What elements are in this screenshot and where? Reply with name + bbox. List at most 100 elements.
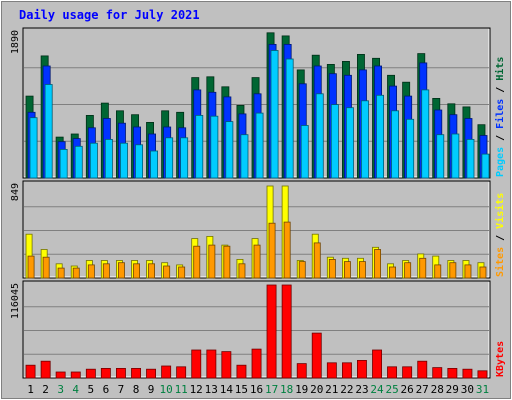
- top-series-pages: [29, 50, 490, 179]
- top-legend-files: Files: [494, 99, 506, 129]
- top-bar-pages-10: [165, 137, 174, 179]
- top-bar-pages-8: [135, 144, 143, 179]
- mid-bar-sites-11: [178, 266, 186, 279]
- mid-bar-sites-30: [464, 264, 472, 279]
- bot-ymax-label: 116045: [10, 283, 21, 319]
- mid-bar-sites-21: [328, 258, 336, 279]
- top-bar-pages-11: [180, 137, 189, 179]
- x-label-day-16: 16: [250, 383, 263, 396]
- x-label-day-24: 24: [370, 383, 384, 396]
- mid-bar-sites-31: [479, 266, 487, 279]
- x-label-day-22: 22: [340, 383, 353, 396]
- bot-bar-kbytes-3: [55, 371, 66, 379]
- x-label-day-1: 1: [27, 383, 34, 396]
- mid-bar-sites-10: [163, 265, 171, 279]
- top-ymax-label: 1890: [10, 30, 21, 54]
- mid-bar-sites-23: [358, 261, 366, 279]
- top-bar-pages-26: [406, 118, 415, 179]
- top-bar-pages-16: [255, 112, 264, 179]
- mid-bar-sites-1: [27, 255, 35, 279]
- top-legend-pages: Pages: [495, 147, 506, 177]
- mid-bar-sites-6: [102, 263, 110, 279]
- top-bar-pages-25: [391, 110, 399, 179]
- top-bar-pages-27: [421, 89, 430, 179]
- x-label-day-10: 10: [159, 383, 172, 396]
- bot-legend: KBytes: [495, 341, 506, 377]
- bot-bar-kbytes-11: [176, 366, 187, 379]
- bot-bar-kbytes-29: [447, 367, 458, 379]
- bot-bar-kbytes-13: [206, 349, 217, 379]
- mid-bar-sites-24: [374, 249, 381, 279]
- bot-bar-kbytes-7: [116, 367, 126, 379]
- bot-bar-kbytes-24: [372, 349, 383, 379]
- bot-series-kbytes: [25, 284, 488, 379]
- bot-bar-kbytes-18: [281, 284, 292, 379]
- legends: Pages / Files / Hits Sites / Visits KBytes: [494, 57, 506, 377]
- top-bar-pages-22: [345, 107, 354, 179]
- top-bar-pages-31: [481, 153, 490, 179]
- bot-bar-kbytes-10: [161, 365, 172, 379]
- mid-bar-sites-27: [419, 257, 427, 279]
- bot-bar-kbytes-9: [146, 368, 157, 379]
- mid-ymax-label: 849: [10, 183, 21, 201]
- bot-bar-kbytes-31: [477, 370, 488, 379]
- x-label-day-7: 7: [118, 383, 125, 396]
- bot-bar-kbytes-6: [100, 367, 111, 379]
- bot-bar-kbytes-21: [326, 362, 337, 379]
- mid-bar-sites-14: [223, 245, 231, 279]
- top-bar-pages-20: [315, 93, 324, 179]
- top-bar-pages-6: [104, 138, 113, 179]
- mid-bar-sites-3: [57, 267, 65, 279]
- bot-bar-kbytes-19: [296, 363, 307, 379]
- bot-bar-kbytes-2: [40, 360, 51, 379]
- x-label-day-4: 4: [72, 383, 79, 396]
- x-label-day-5: 5: [87, 383, 94, 396]
- bot-bar-kbytes-5: [85, 368, 96, 379]
- x-label-day-26: 26: [400, 383, 413, 396]
- top-bar-pages-1: [29, 117, 38, 179]
- x-label-day-8: 8: [133, 383, 140, 396]
- top-legend-hits: Hits: [494, 57, 506, 81]
- top-bar-pages-9: [150, 150, 158, 179]
- x-label-day-19: 19: [295, 383, 308, 396]
- x-label-day-20: 20: [310, 383, 323, 396]
- top-bar-pages-3: [59, 148, 68, 179]
- mid-series-sites: [27, 221, 487, 279]
- top-panel: 1890: [10, 27, 491, 179]
- bot-bar-kbytes-26: [402, 366, 413, 379]
- mid-bar-sites-17: [268, 222, 276, 279]
- mid-bar-sites-8: [133, 263, 140, 279]
- chart-title: Daily usage for July 2021: [19, 8, 200, 22]
- top-bar-pages-5: [89, 142, 98, 179]
- top-bar-pages-24: [376, 94, 384, 179]
- top-bar-pages-30: [466, 138, 475, 179]
- top-bar-pages-29: [451, 133, 460, 179]
- mid-legend-visits: Visits: [494, 193, 506, 229]
- svg-text:Pages / Files / Hits: Pages / Files / Hits: [494, 57, 506, 177]
- mid-bar-sites-26: [404, 262, 412, 279]
- x-label-day-13: 13: [205, 383, 218, 396]
- x-label-day-18: 18: [280, 383, 293, 396]
- mid-bar-sites-15: [238, 263, 246, 279]
- bot-bar-kbytes-1: [25, 364, 36, 379]
- mid-bar-sites-25: [389, 266, 396, 279]
- top-bar-pages-7: [120, 142, 128, 179]
- mid-legend: Sites / Visits: [494, 193, 506, 277]
- bot-bar-kbytes-25: [387, 366, 398, 379]
- x-label-day-15: 15: [235, 383, 248, 396]
- mid-bar-sites-2: [42, 256, 50, 279]
- bot-panel: 116045: [10, 280, 491, 379]
- top-bar-pages-12: [195, 115, 204, 179]
- bot-bar-kbytes-23: [356, 359, 367, 379]
- top-bar-pages-14: [225, 121, 234, 179]
- top-bar-pages-28: [436, 134, 445, 179]
- top-bar-pages-21: [330, 104, 339, 179]
- x-label-day-23: 23: [355, 383, 368, 396]
- bot-bar-kbytes-4: [70, 371, 81, 379]
- bot-bar-kbytes-16: [251, 348, 262, 379]
- x-label-day-17: 17: [265, 383, 278, 396]
- top-legend: Pages / Files / Hits: [494, 57, 506, 177]
- top-bar-pages-13: [210, 115, 219, 179]
